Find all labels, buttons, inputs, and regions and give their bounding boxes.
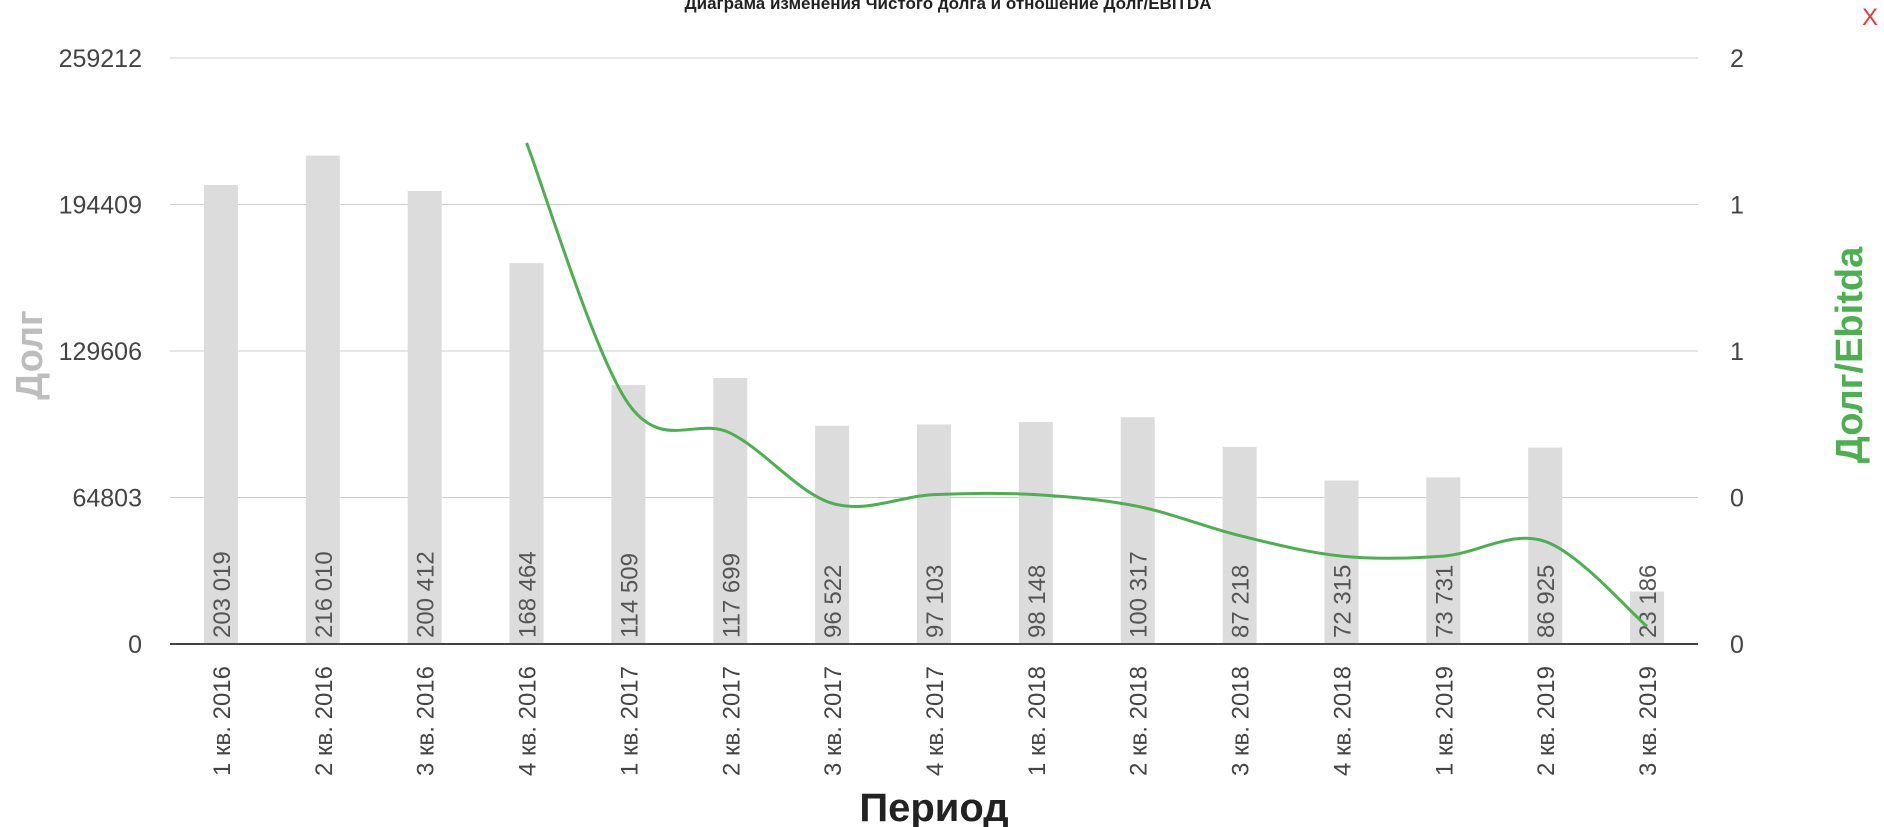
y2-tick-label: 2 xyxy=(1730,45,1744,73)
axis-layer: 0 64803 129606 194409 259212 0 0 1 1 2 1 кв. 2016 2… xyxy=(9,45,1871,827)
x-axis-title: Период xyxy=(859,786,1008,827)
bar xyxy=(509,263,544,644)
bar xyxy=(713,377,748,644)
bar xyxy=(1222,446,1257,644)
bar-value-label: 114 509 xyxy=(616,553,643,638)
bar xyxy=(1018,422,1053,644)
y2-tick-label: 1 xyxy=(1730,338,1744,366)
x-tick-label: 2 кв. 2019 xyxy=(1533,666,1560,776)
bar xyxy=(1120,417,1155,644)
y-tick-label: 194409 xyxy=(59,192,142,220)
y2-tick-label: 0 xyxy=(1730,631,1744,659)
x-tick-label: 3 кв. 2018 xyxy=(1228,666,1255,776)
x-tick-label: 4 кв. 2017 xyxy=(922,666,949,776)
bar xyxy=(611,385,646,644)
y2-axis-title: Долг/Ebitda xyxy=(1829,246,1871,463)
bar-value-label: 96 522 xyxy=(820,565,847,638)
bar xyxy=(1426,477,1461,644)
bar-value-label: 87 218 xyxy=(1228,565,1255,638)
x-tick-label: 1 кв. 2016 xyxy=(209,666,236,776)
bar xyxy=(917,424,951,644)
x-tick-label: 3 кв. 2017 xyxy=(820,666,847,776)
bar-value-label: 23 186 xyxy=(1635,565,1662,638)
bar xyxy=(815,425,850,644)
x-tick-label: 4 кв. 2016 xyxy=(515,666,542,776)
bar xyxy=(305,155,340,644)
bar-value-label: 168 464 xyxy=(515,551,542,638)
y-tick-label: 64803 xyxy=(72,485,142,513)
bar-label-layer: 203 019 216 010 200 412 168 464 114 509 117 6… xyxy=(209,551,1662,638)
x-tick-label: 1 кв. 2017 xyxy=(616,666,643,776)
x-tick-label: 3 кв. 2016 xyxy=(413,666,440,776)
y-tick-label: 0 xyxy=(128,631,142,659)
bar-layer xyxy=(203,155,1665,645)
x-tick-label: 1 кв. 2019 xyxy=(1431,666,1458,776)
bar xyxy=(203,185,238,644)
x-tick-label: 2 кв. 2017 xyxy=(718,666,745,776)
y2-tick-label: 0 xyxy=(1730,485,1744,513)
bar-value-label: 203 019 xyxy=(209,551,236,638)
bar xyxy=(407,190,442,645)
bar-value-label: 86 925 xyxy=(1533,565,1560,638)
y2-tick-label: 1 xyxy=(1730,192,1744,220)
close-button[interactable]: X xyxy=(1861,4,1878,31)
bar-value-label: 97 103 xyxy=(922,565,949,638)
y-tick-label: 259212 xyxy=(59,45,142,73)
ratio-line xyxy=(525,142,1649,628)
y-tick-label: 129606 xyxy=(59,338,142,366)
x-tick-label: 4 кв. 2018 xyxy=(1329,666,1356,776)
x-tick-label: 2 кв. 2016 xyxy=(311,666,338,776)
bar-value-label: 73 731 xyxy=(1431,565,1458,638)
x-tick-label: 3 кв. 2019 xyxy=(1635,666,1662,776)
x-tick-label: 2 кв. 2018 xyxy=(1126,666,1153,776)
chart-title: Диаграма изменения Чистого долга и отнош… xyxy=(684,0,1212,13)
bar-value-label: 200 412 xyxy=(413,551,440,638)
bar-value-label: 72 315 xyxy=(1329,565,1356,638)
bar-value-label: 100 317 xyxy=(1126,551,1153,638)
line-layer xyxy=(525,142,1649,628)
x-tick-label: 1 кв. 2018 xyxy=(1024,666,1051,776)
bar-value-label: 98 148 xyxy=(1024,565,1051,638)
bar-value-label: 216 010 xyxy=(311,551,338,638)
bar xyxy=(1324,480,1359,644)
bar-value-label: 117 699 xyxy=(718,553,745,638)
y-axis-title: Долг xyxy=(9,310,51,400)
